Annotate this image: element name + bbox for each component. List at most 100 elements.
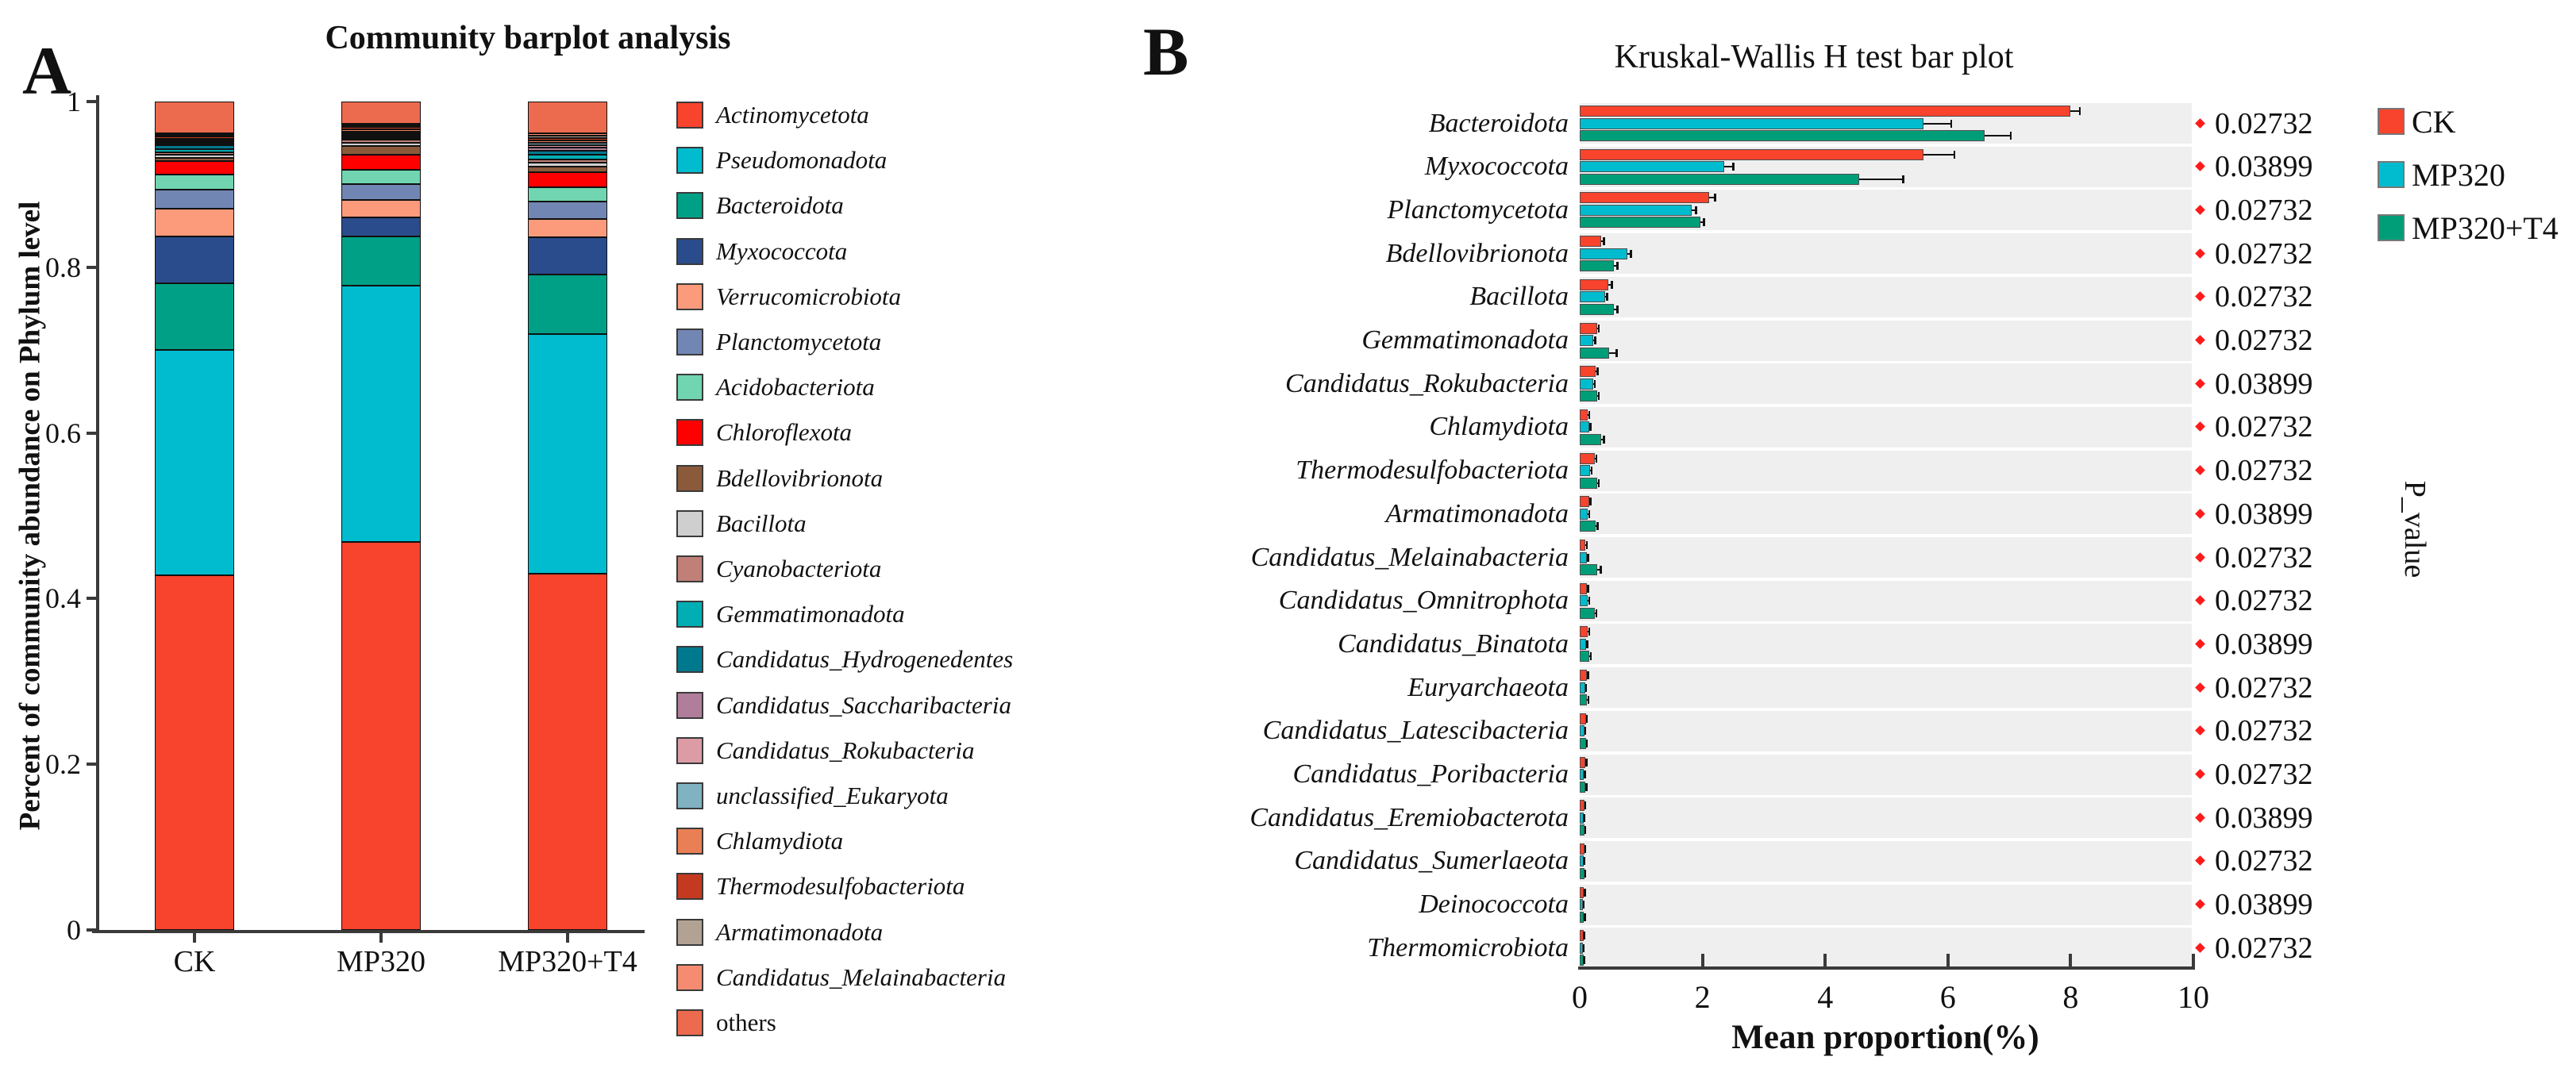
- b-p-value: 0.02732: [2215, 193, 2313, 227]
- b-error-cap: [1586, 640, 1588, 648]
- a-bar-segment-Planctomycetota: [341, 184, 421, 201]
- b-x-tick-label: 6: [1939, 978, 1956, 1015]
- b-bar-CK: [1580, 670, 1587, 682]
- a-bar-segment-Candidatus_Melainabacteria: [528, 133, 607, 136]
- b-error-cap: [1585, 739, 1588, 747]
- b-bar-MP320: [1580, 335, 1593, 346]
- a-bar-segment-Bacillota: [155, 154, 234, 158]
- a-bar-segment-Candidatus_Melainabacteria: [155, 133, 234, 135]
- b-bar-CK: [1580, 756, 1585, 768]
- b-bar-MP320: [1580, 204, 1692, 216]
- panel-a-title: Community barplot analysis: [325, 20, 731, 56]
- b-legend-label-MP320+T4: MP320+T4: [2412, 209, 2559, 246]
- b-p-value: 0.02732: [2215, 236, 2313, 271]
- a-y-tick: [87, 431, 96, 435]
- b-category-label: Candidatus_Rokubacteria: [1285, 368, 1569, 398]
- b-error-cap: [2078, 107, 2081, 115]
- b-significance-marker: [2195, 855, 2205, 866]
- b-x-axis-line: [1578, 966, 2195, 970]
- a-bar-segment-Candidatus_Saccharibacteria: [528, 148, 607, 151]
- b-error-whisker: [1614, 265, 1618, 267]
- a-y-tick: [87, 597, 96, 601]
- a-bar-segment-Bdellovibrionota: [155, 157, 234, 162]
- panel-a-label: A: [22, 33, 72, 109]
- b-error-whisker: [1923, 153, 1954, 156]
- a-legend-swatch-Thermodesulfobacteriota: [676, 873, 703, 901]
- b-bar-CK: [1580, 409, 1588, 421]
- panel-b-pvalue-axis-label: P_value: [2398, 480, 2432, 578]
- a-y-tick-label: 0.8: [45, 251, 81, 283]
- b-error-cap: [1596, 367, 1599, 376]
- a-bar-segment-Candidatus_Hydrogenedentes: [528, 150, 607, 155]
- a-legend-swatch-unclassified_Eukaryota: [676, 782, 703, 809]
- b-p-value: 0.02732: [2215, 844, 2313, 878]
- b-significance-marker: [2195, 291, 2205, 302]
- b-bar-MP320: [1580, 465, 1591, 477]
- a-bar-segment-Candidatus_Rokubacteria: [528, 145, 607, 148]
- a-legend-label-Candidatus_Saccharibacteria: Candidatus_Saccharibacteria: [716, 690, 1011, 719]
- a-bar-segment-Chlamydiota: [155, 138, 234, 141]
- b-bar-CK: [1580, 713, 1586, 724]
- b-p-value: 0.02732: [2215, 324, 2313, 357]
- a-bar-segment-Armatimonadota: [341, 125, 421, 128]
- a-y-tick-label: 0.4: [45, 582, 81, 615]
- a-bar-segment-unclassified_Eukaryota: [528, 143, 607, 146]
- b-p-value: 0.02732: [2215, 280, 2313, 314]
- a-bar-segment-Bacillota: [528, 163, 607, 167]
- a-bar-segment-Myxococcota: [528, 237, 607, 275]
- b-category-label: Gemmatimonadota: [1361, 325, 1569, 355]
- b-error-cap: [1597, 324, 1600, 332]
- a-bar-segment-Candidatus_Rokubacteria: [341, 133, 421, 135]
- b-error-cap: [1590, 467, 1593, 475]
- b-significance-marker: [2195, 205, 2205, 215]
- a-x-cat-tick: [379, 933, 383, 943]
- a-bar-segment-Actinomycetota: [528, 574, 607, 930]
- b-bar-MP320+T4: [1580, 347, 1610, 359]
- b-error-whisker: [1985, 135, 2011, 136]
- b-error-whisker: [1604, 296, 1607, 298]
- b-bar-MP320+T4: [1580, 824, 1585, 836]
- panel-b-label: B: [1143, 13, 1189, 90]
- b-significance-marker: [2195, 812, 2205, 823]
- b-p-value: 0.03899: [2215, 888, 2313, 922]
- panel-b-title: Kruskal-Wallis H test bar plot: [1614, 39, 2014, 75]
- b-bar-MP320: [1580, 378, 1593, 390]
- a-legend-label-Bacteroidota: Bacteroidota: [716, 191, 844, 220]
- b-p-value: 0.02732: [2215, 540, 2313, 574]
- b-category-label: Bdellovibrionota: [1385, 238, 1569, 268]
- a-legend-label-Actinomycetota: Actinomycetota: [716, 101, 869, 129]
- b-error-cap: [1588, 509, 1591, 518]
- b-error-whisker: [1593, 340, 1596, 341]
- b-bar-CK: [1580, 279, 1609, 290]
- a-bar-segment-Verrucomicrobiota: [528, 219, 607, 238]
- b-error-whisker: [1596, 525, 1598, 528]
- b-error-cap: [1584, 869, 1587, 878]
- b-significance-marker: [2195, 682, 2205, 693]
- b-category-label: Candidatus_Omnitrophota: [1278, 586, 1569, 616]
- b-error-cap: [1611, 280, 1613, 289]
- a-legend-label-Candidatus_Hydrogenedentes: Candidatus_Hydrogenedentes: [716, 645, 1014, 674]
- a-legend-label-Armatimonadota: Armatimonadota: [716, 917, 884, 946]
- b-error-cap: [1597, 478, 1600, 487]
- a-bar-segment-Cyanobacteriota: [341, 140, 421, 144]
- b-significance-marker: [2195, 335, 2205, 345]
- a-bar-segment-others: [341, 102, 421, 125]
- a-legend-label-others: others: [716, 1009, 776, 1036]
- b-bar-MP320+T4: [1580, 781, 1585, 793]
- a-legend-swatch-Actinomycetota: [676, 102, 703, 129]
- b-error-cap: [1585, 541, 1588, 549]
- a-bar-segment-Thermodesulfobacteriota: [528, 137, 607, 141]
- a-bar-segment-Acidobacteriota: [341, 169, 421, 185]
- b-error-cap: [1584, 844, 1587, 853]
- b-error-cap: [1589, 423, 1592, 432]
- b-bar-MP320+T4: [1580, 477, 1597, 489]
- b-error-cap: [1600, 566, 1602, 574]
- a-legend-swatch-Candidatus_Saccharibacteria: [676, 691, 703, 719]
- b-error-cap: [1603, 435, 1605, 444]
- a-legend-label-Gemmatimonadota: Gemmatimonadota: [716, 600, 905, 628]
- b-legend-label-CK: CK: [2412, 103, 2456, 140]
- a-bar-segment-unclassified_Eukaryota: [341, 131, 421, 133]
- b-bar-CK: [1580, 626, 1588, 638]
- a-bar-segment-Actinomycetota: [155, 575, 234, 930]
- b-error-cap: [1588, 628, 1591, 636]
